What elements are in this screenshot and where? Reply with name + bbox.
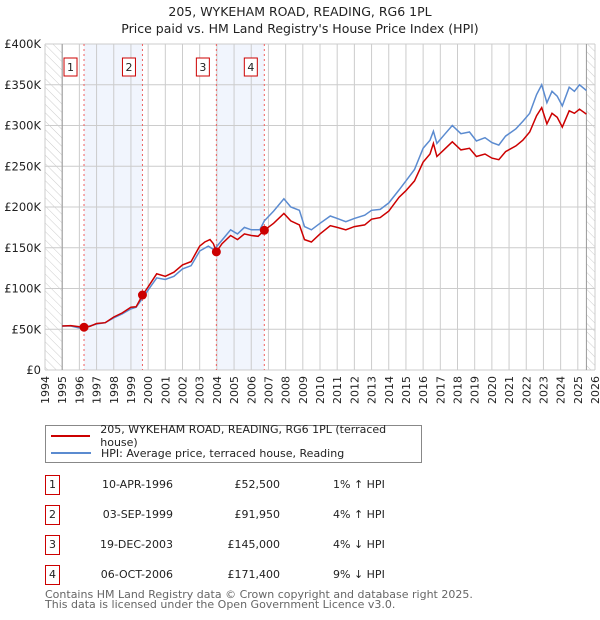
table-row: 4 06-OCT-2006 £171,400 9% ↓ HPI [45,565,405,585]
price-chart: 1994 1995 1996 1997 1998 1999 2000 2001 2002 2003… [4,37,600,404]
x-tick-label: 2011 [331,376,344,404]
sale-marker-box [63,57,78,77]
chart-subtitle: Price paid vs. HM Land Registry's House … [121,21,479,36]
chart-title: 205, WYKEHAM ROAD, READING, RG6 1PL [168,4,432,19]
series-line [62,105,587,328]
y-tick-label: £350K [4,78,41,92]
x-tick-label: 2012 [348,376,361,404]
legend-swatch-blue [51,452,91,454]
sale-marker-number: 1 [67,61,74,74]
legend-label: HPI: Average price, terraced house, Read… [101,446,345,460]
marker-number: 1 [45,475,60,495]
legend-item-hpi: HPI: Average price, terraced house, Read… [46,445,344,461]
y-tick-label: £100K [4,282,41,296]
sale-date: 06-OCT-2006 [100,568,173,581]
hpi-diff: 9% ↓ HPI [333,568,385,581]
sale-point [259,225,269,235]
table-row: 3 19-DEC-2003 £145,000 4% ↓ HPI [45,535,405,555]
x-tick-label: 1998 [108,376,121,404]
x-tick-label: 2024 [555,376,568,404]
x-tick-label: 2000 [142,376,155,404]
x-tick-label: 2026 [589,376,600,404]
sale-price: £145,000 [227,538,281,551]
sale-marker-number: 2 [125,61,132,74]
table-row: 1 10-APR-1996 £52,500 1% ↑ HPI [45,475,405,495]
y-tick-label: £300K [4,119,41,133]
sale-point [211,247,221,257]
marker-number: 3 [45,535,60,555]
y-tick-label: £400K [4,37,41,51]
sale-marker-box [243,57,258,77]
x-tick-label: 1995 [56,376,69,404]
x-tick-label: 2017 [434,376,447,404]
sale-marker-box [121,57,136,77]
y-tick-label: £250K [4,159,41,173]
hpi-diff: 4% ↑ HPI [333,508,385,521]
x-tick-label: 1996 [73,376,86,404]
x-tick-label: 2008 [280,376,293,404]
licence-text: This data is licensed under the Open Gov… [45,598,396,611]
x-tick-label: 2019 [469,376,482,404]
sale-marker-box [195,57,210,77]
legend-label: 205, WYKEHAM ROAD, READING, RG6 1PL (ter… [100,423,387,449]
hpi-diff: 1% ↑ HPI [333,478,385,491]
x-tick-label: 2006 [245,376,258,404]
x-tick-label: 2005 [228,376,241,404]
x-tick-label: 2015 [400,376,413,404]
x-tick-label: 2014 [383,376,396,404]
y-tick-label: £150K [4,241,41,255]
sale-price: £52,500 [234,478,281,491]
sale-price: £91,950 [234,508,281,521]
sale-date: 10-APR-1996 [101,478,173,491]
sale-date: 03-SEP-1999 [102,508,173,521]
footer: Contains HM Land Registry data © Crown c… [45,588,473,611]
y-tick-label: £0 [26,363,41,377]
legend: 205, WYKEHAM ROAD, READING, RG6 1PL (ter… [45,423,422,463]
copyright-text: Contains HM Land Registry data © Crown c… [45,588,473,601]
x-tick-label: 2004 [211,376,224,404]
sale-point [79,322,89,332]
x-tick-label: 2016 [417,376,430,404]
legend-item-property: 205, WYKEHAM ROAD, READING, RG6 1PL (ter… [46,423,421,449]
marker-number: 2 [45,505,60,525]
series-line [62,82,587,329]
x-tick-label: 1999 [125,376,138,404]
y-tick-label: £50K [12,322,42,336]
sale-marker-number: 4 [247,61,254,74]
x-tick-label: 2007 [262,376,275,404]
x-tick-label: 2013 [366,376,379,404]
sale-point [137,290,147,300]
x-tick-label: 2022 [520,376,533,404]
sale-price: £171,400 [227,568,281,581]
x-tick-label: 2003 [194,376,207,404]
legend-swatch-red [51,435,91,437]
table-row: 2 03-SEP-1999 £91,950 4% ↑ HPI [45,505,405,525]
x-tick-label: 2025 [572,376,585,404]
x-tick-label: 2023 [537,376,550,404]
hpi-diff: 4% ↓ HPI [333,538,385,551]
x-tick-label: 2010 [314,376,327,404]
x-tick-label: 1994 [39,376,52,404]
x-tick-label: 2020 [486,376,499,404]
x-tick-label: 1997 [91,376,104,404]
sale-date: 19-DEC-2003 [99,538,173,551]
sale-marker-number: 3 [199,61,206,74]
x-tick-label: 2009 [297,376,310,404]
x-tick-label: 2002 [177,376,190,404]
y-tick-label: £200K [4,200,41,214]
x-tick-label: 2018 [452,376,465,404]
marker-number: 4 [45,565,60,585]
x-tick-label: 2001 [159,376,172,404]
x-tick-label: 2021 [503,376,516,404]
